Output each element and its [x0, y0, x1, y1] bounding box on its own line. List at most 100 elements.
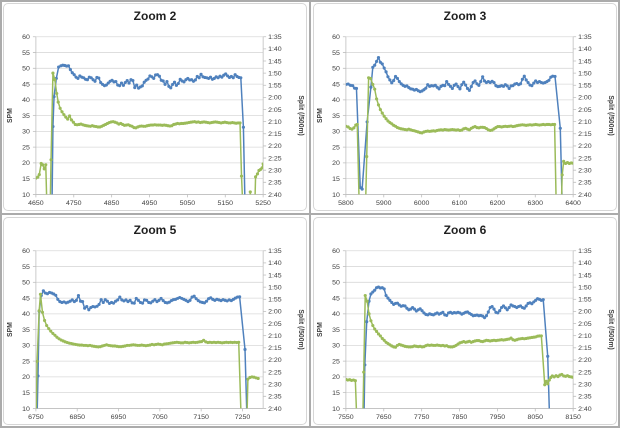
svg-text:2:35: 2:35: [268, 180, 282, 187]
left-axis-title: SPM: [7, 108, 14, 123]
svg-text:2:20: 2:20: [268, 357, 282, 364]
series-green: [345, 76, 574, 195]
svg-text:5800: 5800: [338, 200, 354, 207]
svg-text:2:15: 2:15: [268, 131, 282, 138]
svg-text:15: 15: [332, 390, 340, 397]
svg-text:25: 25: [332, 145, 340, 152]
svg-text:2:40: 2:40: [578, 406, 592, 413]
svg-text:2:15: 2:15: [268, 345, 282, 352]
svg-text:40: 40: [332, 97, 340, 104]
svg-text:1:40: 1:40: [578, 260, 592, 267]
svg-text:7950: 7950: [490, 414, 506, 421]
svg-text:50: 50: [22, 280, 30, 287]
svg-text:2:35: 2:35: [268, 394, 282, 401]
svg-text:20: 20: [22, 160, 30, 167]
right-axis-title: Split (/500m): [297, 309, 304, 349]
svg-text:4650: 4650: [28, 200, 44, 207]
svg-text:1:55: 1:55: [578, 83, 592, 90]
right-axis-title: Split (/500m): [607, 309, 614, 349]
svg-text:2:20: 2:20: [578, 357, 592, 364]
chart-panel-zoom-5: Zoom 5 60 55 50 45 40 35 30 25 20 15 10 6750 6850 695…: [3, 217, 307, 425]
svg-text:5250: 5250: [255, 200, 271, 207]
svg-text:2:20: 2:20: [578, 143, 592, 150]
svg-text:60: 60: [22, 248, 30, 255]
svg-text:25: 25: [22, 145, 30, 152]
svg-text:2:05: 2:05: [268, 321, 282, 328]
svg-text:6750: 6750: [28, 414, 44, 421]
series-blue: [36, 289, 248, 409]
svg-text:1:55: 1:55: [578, 297, 592, 304]
svg-text:45: 45: [22, 81, 30, 88]
chart-title: Zoom 6: [443, 223, 487, 237]
svg-text:5900: 5900: [376, 200, 392, 207]
svg-text:45: 45: [332, 81, 340, 88]
svg-text:2:25: 2:25: [268, 155, 282, 162]
svg-text:10: 10: [22, 406, 30, 413]
svg-text:1:55: 1:55: [268, 83, 282, 90]
svg-text:2:10: 2:10: [268, 119, 282, 126]
svg-text:60: 60: [332, 34, 340, 41]
svg-text:7850: 7850: [452, 414, 468, 421]
svg-text:2:00: 2:00: [578, 309, 592, 316]
svg-text:7150: 7150: [193, 414, 209, 421]
series-blue: [51, 63, 246, 195]
chart-panel-zoom-3: Zoom 3 60 55 50 45 40 35 30 25 20 15 10 5800 5900 600…: [313, 3, 617, 211]
svg-text:2:40: 2:40: [578, 192, 592, 199]
svg-text:2:15: 2:15: [578, 345, 592, 352]
svg-text:1:35: 1:35: [268, 34, 282, 41]
svg-text:35: 35: [332, 113, 340, 120]
svg-text:2:35: 2:35: [578, 394, 592, 401]
svg-text:2:40: 2:40: [268, 406, 282, 413]
horizontal-divider: [2, 213, 618, 215]
series-green: [35, 292, 260, 409]
svg-text:35: 35: [22, 113, 30, 120]
svg-text:30: 30: [22, 343, 30, 350]
svg-text:1:35: 1:35: [268, 248, 282, 255]
chart-title: Zoom 3: [443, 9, 487, 23]
svg-text:2:05: 2:05: [578, 321, 592, 328]
svg-text:10: 10: [332, 192, 340, 199]
svg-text:7050: 7050: [152, 414, 168, 421]
svg-text:60: 60: [22, 34, 30, 41]
svg-text:30: 30: [332, 343, 340, 350]
svg-text:7750: 7750: [414, 414, 430, 421]
svg-text:55: 55: [332, 50, 340, 57]
svg-text:40: 40: [22, 311, 30, 318]
svg-text:25: 25: [22, 359, 30, 366]
series-green: [345, 293, 574, 409]
svg-text:1:50: 1:50: [578, 285, 592, 292]
svg-text:5150: 5150: [218, 200, 234, 207]
svg-text:10: 10: [332, 406, 340, 413]
svg-text:40: 40: [22, 97, 30, 104]
chart-title: Zoom 2: [133, 9, 177, 23]
svg-text:50: 50: [332, 280, 340, 287]
chart-panel-zoom-2: Zoom 2 60 55 50 45 40 35 30 25 20 15 10 4650 4750 485…: [3, 3, 307, 211]
svg-text:30: 30: [332, 129, 340, 136]
svg-text:55: 55: [332, 264, 340, 271]
svg-text:6300: 6300: [528, 200, 544, 207]
svg-text:4950: 4950: [142, 200, 158, 207]
svg-text:50: 50: [332, 66, 340, 73]
svg-text:45: 45: [22, 295, 30, 302]
svg-text:1:35: 1:35: [578, 248, 592, 255]
svg-text:7550: 7550: [338, 414, 354, 421]
chart-panel-zoom-6: Zoom 6 60 55 50 45 40 35 30 25 20 15 10 7550 7650 775…: [313, 217, 617, 425]
svg-text:5050: 5050: [180, 200, 196, 207]
right-axis-title: Split (/500m): [297, 95, 304, 135]
svg-text:1:55: 1:55: [268, 297, 282, 304]
svg-text:40: 40: [332, 311, 340, 318]
svg-text:55: 55: [22, 264, 30, 271]
svg-text:2:20: 2:20: [268, 143, 282, 150]
svg-text:7250: 7250: [235, 414, 251, 421]
svg-text:4850: 4850: [104, 200, 120, 207]
svg-text:2:15: 2:15: [578, 131, 592, 138]
svg-text:6100: 6100: [452, 200, 468, 207]
svg-text:1:40: 1:40: [268, 46, 282, 53]
svg-text:2:00: 2:00: [268, 309, 282, 316]
svg-text:8050: 8050: [528, 414, 544, 421]
svg-text:2:05: 2:05: [578, 107, 592, 114]
